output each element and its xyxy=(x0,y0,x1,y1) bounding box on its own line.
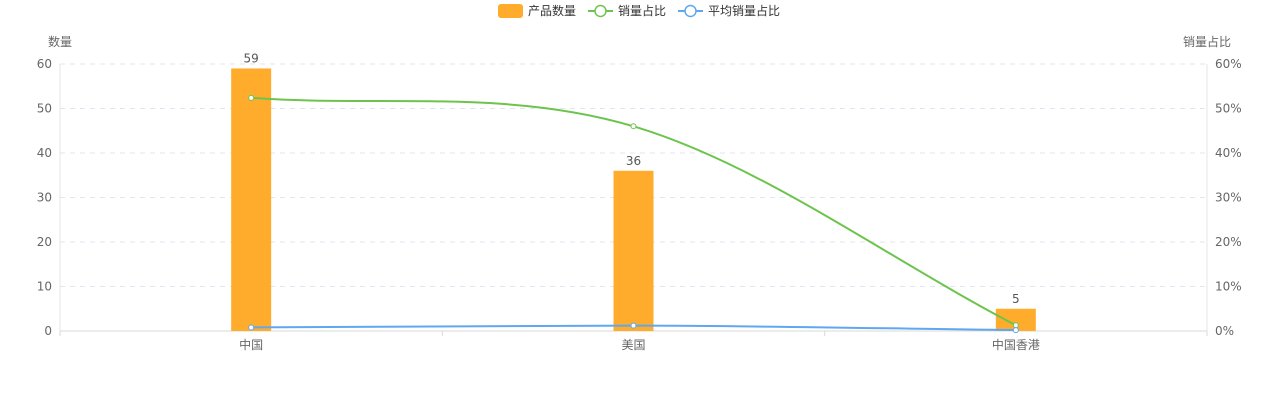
series-point xyxy=(248,94,255,101)
legend-bar-swatch xyxy=(498,4,523,18)
y-right-tick-label: 0% xyxy=(1215,324,1234,338)
legend-item: 产品数量 xyxy=(498,3,576,18)
legend-label: 平均销量占比 xyxy=(708,3,780,18)
legend-marker xyxy=(594,4,607,18)
y-right-tick-label: 60% xyxy=(1215,57,1242,71)
x-tick-label: 中国香港 xyxy=(992,337,1040,352)
y-right-axis-title: 销量占比 xyxy=(1183,34,1231,49)
y-left-tick-label: 0 xyxy=(44,324,52,338)
legend-label: 产品数量 xyxy=(528,3,576,18)
bar xyxy=(995,308,1036,331)
y-right-tick-label: 20% xyxy=(1215,235,1242,249)
bar xyxy=(613,170,654,331)
series-point xyxy=(1012,322,1019,329)
y-right-tick-label: 50% xyxy=(1215,102,1242,116)
bar-value-label: 59 xyxy=(244,51,259,65)
y-right-tick-label: 40% xyxy=(1215,146,1242,160)
legend-item: 销量占比 xyxy=(588,3,666,18)
y-left-axis-title: 数量 xyxy=(48,34,72,49)
legend-item: 平均销量占比 xyxy=(678,3,780,18)
y-left-tick-label: 20 xyxy=(37,235,52,249)
bar-layer xyxy=(231,68,1036,331)
bar xyxy=(231,68,272,331)
label-layer: 59 36 5 xyxy=(244,51,1020,305)
line-layer xyxy=(248,94,1019,334)
y-left-tick-label: 60 xyxy=(37,57,52,71)
bar-value-label: 5 xyxy=(1012,292,1020,306)
y-right-tick-label: 10% xyxy=(1215,280,1242,294)
x-tick-label: 美国 xyxy=(621,338,645,352)
bar-value-label: 36 xyxy=(626,154,641,168)
legend-label: 销量占比 xyxy=(618,3,666,18)
legend: 产品数量 销量占比 平均销量占比 xyxy=(498,3,780,18)
y-left-tick-label: 40 xyxy=(37,146,52,160)
legend-marker xyxy=(684,4,697,18)
y-right-tick-label: 30% xyxy=(1215,191,1242,205)
series-point xyxy=(630,322,637,329)
y-left-tick-label: 50 xyxy=(37,102,52,116)
series-point xyxy=(248,324,255,331)
x-tick-label: 中国 xyxy=(239,337,263,352)
y-left-tick-label: 10 xyxy=(37,280,52,294)
y-left-tick-label: 30 xyxy=(37,191,52,205)
series-point xyxy=(1012,327,1019,334)
series-point xyxy=(630,123,637,130)
